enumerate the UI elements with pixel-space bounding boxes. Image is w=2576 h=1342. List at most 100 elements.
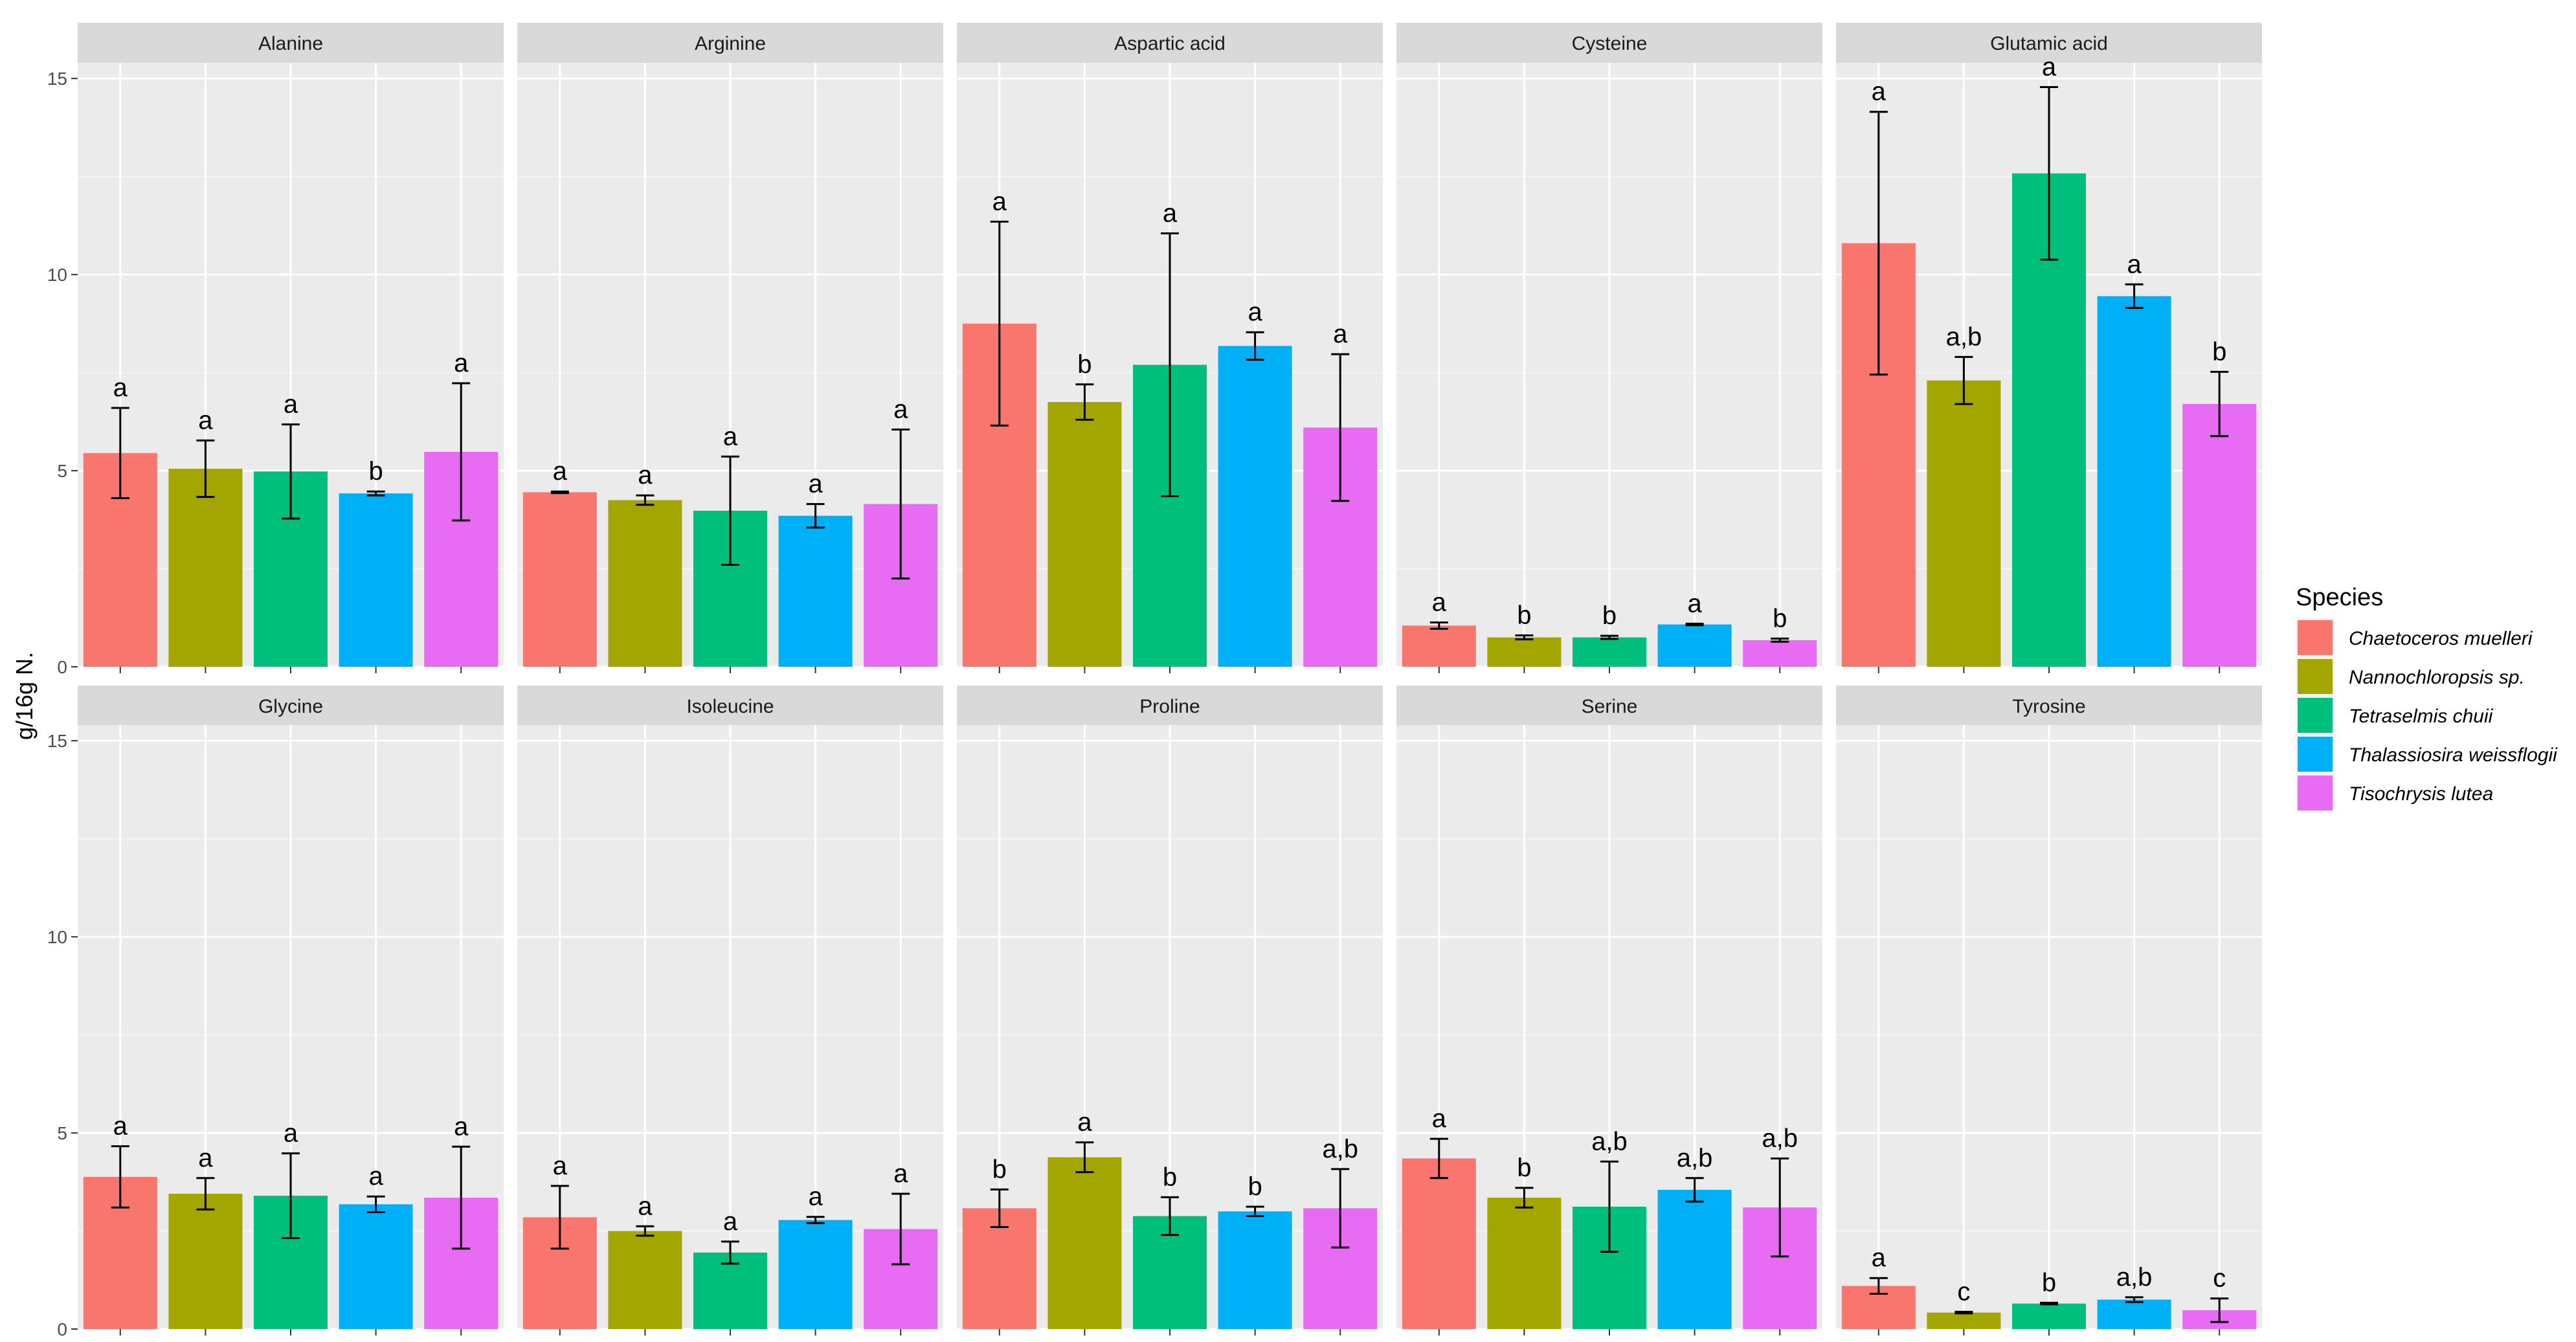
y-tick-label: 10 bbox=[47, 265, 67, 285]
bar bbox=[2097, 296, 2171, 667]
error-bar bbox=[1515, 634, 1534, 641]
error-bar bbox=[1685, 622, 1704, 627]
panel-title: Aspartic acid bbox=[1114, 33, 1226, 54]
error-bar bbox=[636, 1225, 655, 1237]
bar bbox=[1657, 1189, 1732, 1329]
significance-label: b bbox=[2212, 337, 2226, 366]
error-bar bbox=[1075, 383, 1094, 421]
bar bbox=[778, 1220, 853, 1329]
error-bar bbox=[550, 1185, 569, 1250]
panel-proline: Proline b a b b a,b bbox=[957, 686, 1383, 1336]
bar bbox=[2012, 1303, 2086, 1329]
bar bbox=[1402, 625, 1476, 667]
bar bbox=[2097, 1299, 2171, 1329]
bar bbox=[608, 500, 682, 667]
panel-strip bbox=[78, 23, 504, 63]
significance-label: b bbox=[1248, 1172, 1262, 1201]
error-bar bbox=[1685, 1177, 1704, 1203]
bar bbox=[1657, 624, 1732, 667]
legend-label: Tisochrysis lutea bbox=[2349, 783, 2493, 805]
bar bbox=[1047, 1157, 1122, 1329]
significance-label: a,b bbox=[1946, 322, 1982, 351]
bar bbox=[778, 515, 853, 667]
bar bbox=[1743, 640, 1817, 667]
error-bar bbox=[2040, 86, 2058, 261]
error-bar bbox=[1429, 621, 1448, 630]
panel-glycine: Glycine a a a a a bbox=[78, 686, 504, 1336]
legend-swatch bbox=[2298, 776, 2333, 811]
significance-label: a bbox=[454, 1112, 469, 1141]
panel-title: Alanine bbox=[258, 33, 323, 54]
panels-layer: Alanine a a a b a Arginine a a a a a Aspartic acid a b… bbox=[78, 23, 2262, 1336]
bar bbox=[1573, 637, 1646, 667]
significance-label: a,b bbox=[1677, 1144, 1713, 1172]
bar bbox=[608, 1231, 682, 1329]
error-bar bbox=[196, 1177, 215, 1211]
y-axes-layer: 0 5 10 15 0 5 10 15 bbox=[47, 69, 78, 1339]
panel-strip bbox=[1396, 23, 1822, 63]
panel-strip bbox=[957, 23, 1383, 63]
significance-label: c bbox=[2213, 1264, 2226, 1293]
legend-label: Nannochloropsis sp. bbox=[2349, 667, 2525, 688]
panel-strip bbox=[1836, 686, 2262, 726]
legend-item: Chaetoceros muelleri bbox=[2296, 618, 2533, 657]
panel-arginine: Arginine a a a a a bbox=[517, 23, 943, 673]
bar bbox=[1927, 380, 2001, 667]
error-bar bbox=[721, 455, 739, 566]
significance-label: a bbox=[723, 422, 738, 451]
significance-label: a,b bbox=[1762, 1124, 1798, 1152]
bar bbox=[168, 469, 243, 667]
y-tick-label: 15 bbox=[47, 731, 67, 751]
error-bar bbox=[721, 1240, 739, 1265]
significance-label: a bbox=[723, 1207, 738, 1236]
error-bar bbox=[2210, 370, 2229, 438]
error-bar bbox=[891, 1192, 910, 1266]
significance-label: b bbox=[368, 457, 383, 486]
error-bar bbox=[452, 1145, 471, 1250]
significance-label: b bbox=[992, 1155, 1007, 1183]
panel-cysteine: Cysteine a b b a b bbox=[1396, 23, 1822, 673]
significance-label: a bbox=[1333, 320, 1348, 348]
significance-label: a bbox=[638, 1192, 653, 1220]
significance-label: b bbox=[1163, 1163, 1177, 1191]
bar bbox=[168, 1193, 243, 1329]
bar bbox=[522, 492, 597, 667]
legend-item: Tetraselmis chuii bbox=[2296, 696, 2494, 735]
significance-label: a bbox=[893, 1159, 908, 1188]
bar bbox=[1487, 1198, 1562, 1329]
panel-strip bbox=[517, 23, 943, 63]
error-bar bbox=[282, 423, 300, 520]
panel-aspartic-acid: Aspartic acid a b a a a bbox=[957, 23, 1383, 673]
legend-item: Tisochrysis lutea bbox=[2296, 774, 2493, 812]
significance-label: a bbox=[1248, 298, 1262, 326]
error-bar bbox=[1429, 1137, 1448, 1180]
error-bar bbox=[1331, 353, 1350, 502]
significance-label: a bbox=[808, 470, 823, 498]
legend-swatch bbox=[2298, 737, 2333, 772]
significance-label: a bbox=[553, 1152, 568, 1180]
bar bbox=[1927, 1312, 2001, 1329]
significance-label: a bbox=[2042, 53, 2057, 82]
significance-label: a,b bbox=[1591, 1127, 1628, 1156]
panel-title: Isoleucine bbox=[686, 696, 774, 717]
panel-strip bbox=[957, 686, 1383, 726]
error-bar bbox=[550, 490, 569, 495]
legend-swatch bbox=[2298, 698, 2333, 733]
panel-alanine: Alanine a a a b a bbox=[78, 23, 504, 673]
y-tick-label: 15 bbox=[47, 69, 67, 89]
error-bar bbox=[1869, 1277, 1888, 1295]
bar bbox=[1402, 1158, 1476, 1329]
panel-title: Glycine bbox=[258, 696, 323, 717]
error-bar bbox=[196, 439, 215, 498]
error-bar bbox=[1075, 1141, 1094, 1174]
panel-tyrosine: Tyrosine a c b a,b c bbox=[1836, 686, 2262, 1336]
legend-label: Chaetoceros muelleri bbox=[2349, 628, 2533, 649]
error-bar bbox=[806, 1216, 825, 1224]
legend-title: Species bbox=[2296, 584, 2383, 611]
panel-strip bbox=[517, 686, 943, 726]
error-bar bbox=[1600, 1160, 1618, 1253]
legend-label: Tetraselmis chuii bbox=[2349, 706, 2494, 727]
error-bar bbox=[2125, 283, 2144, 309]
significance-label: b bbox=[1077, 350, 1092, 379]
